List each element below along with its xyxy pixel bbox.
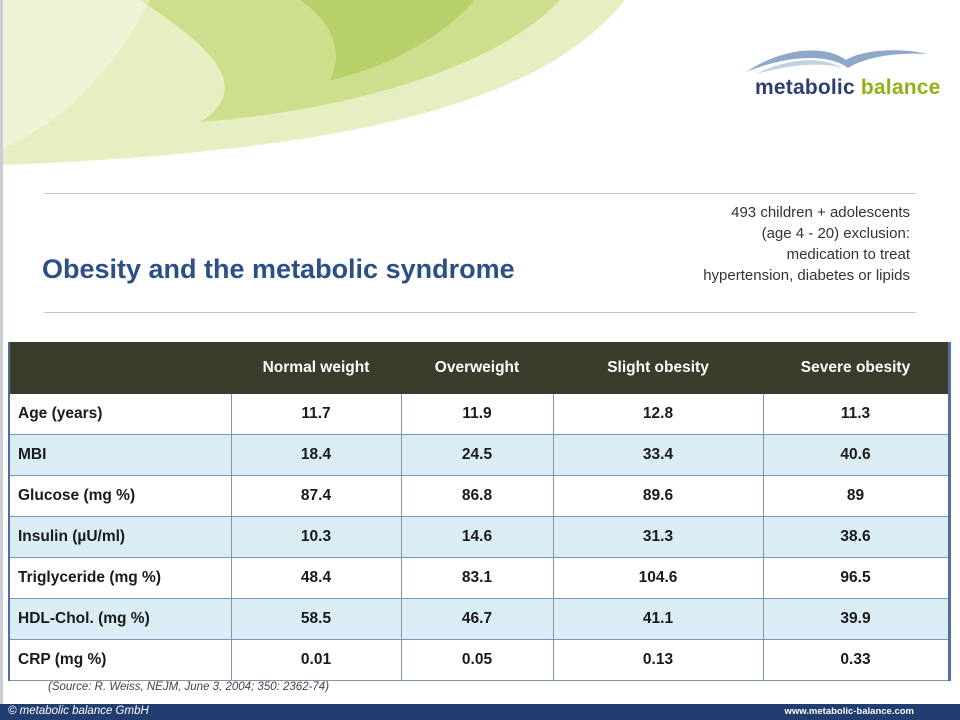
table-cell: 83.1 [400,557,554,599]
table-row: Insulin (µU/ml) 10.3 14.6 31.3 38.6 [8,516,950,558]
row-label: HDL-Chol. (mg %) [8,598,232,640]
copyright-text: © metabolic balance GmbH [8,705,149,717]
header-cell-severe-obesity: Severe obesity [762,342,950,394]
logo-word-balance: balance [860,76,941,99]
table-cell: 0.05 [400,639,554,681]
table-cell: 96.5 [762,557,950,599]
table-row: HDL-Chol. (mg %) 58.5 46.7 41.1 39.9 [8,598,950,640]
study-note: 493 children + adolescents (age 4 - 20) … [590,202,910,286]
table-cell: 12.8 [552,393,764,435]
bottom-divider [44,312,916,313]
row-label: Insulin (µU/ml) [8,516,232,558]
table-cell: 39.9 [762,598,950,640]
table-cell: 11.9 [400,393,554,435]
metabolic-data-table: Normal weight Overweight Slight obesity … [8,342,951,681]
table-cell: 87.4 [230,475,402,517]
table-cell: 89 [762,475,950,517]
brand-logo: metabolic balance [755,76,940,100]
header-cell-slight-obesity: Slight obesity [552,342,764,394]
study-note-line: hypertension, diabetes or lipids [703,267,910,284]
row-label: Triglyceride (mg %) [8,557,232,599]
table-cell: 58.5 [230,598,402,640]
study-note-line: medication to treat [786,246,910,263]
table-cell: 14.6 [400,516,554,558]
website-url: www.metabolic-balance.com [784,706,914,717]
table-cell: 10.3 [230,516,402,558]
table-cell: 46.7 [400,598,554,640]
table-row: CRP (mg %) 0.01 0.05 0.13 0.33 [8,639,950,681]
table-cell: 104.6 [552,557,764,599]
table-cell: 48.4 [230,557,402,599]
table-cell: 24.5 [400,434,554,476]
table-cell: 11.7 [230,393,402,435]
row-label: MBI [8,434,232,476]
table-row: MBI 18.4 24.5 33.4 40.6 [8,434,950,476]
table-cell: 41.1 [552,598,764,640]
table-header-row: Normal weight Overweight Slight obesity … [8,342,950,394]
table-cell: 0.33 [762,639,950,681]
slide-title: Obesity and the metabolic syndrome [42,254,515,284]
logo-bird-icon [746,50,928,74]
table-cell: 89.6 [552,475,764,517]
source-citation: (Source: R. Weiss, NEJM, June 3, 2004; 3… [48,681,330,693]
table-cell: 31.3 [552,516,764,558]
header-cell-overweight: Overweight [400,342,554,394]
table-row: Glucose (mg %) 87.4 86.8 89.6 89 [8,475,950,517]
row-label: Glucose (mg %) [8,475,232,517]
left-edge-rule [0,0,3,705]
table-cell: 18.4 [230,434,402,476]
table-cell: 38.6 [762,516,950,558]
logo-word-metabolic: metabolic [755,76,855,99]
header-cell-normal-weight: Normal weight [230,342,402,394]
row-label: CRP (mg %) [8,639,232,681]
study-note-line: (age 4 - 20) exclusion: [761,225,910,242]
top-divider [44,193,916,194]
study-note-line: 493 children + adolescents [731,204,910,221]
table-cell: 0.01 [230,639,402,681]
table-row: Age (years) 11.7 11.9 12.8 11.3 [8,393,950,435]
header-cell-empty [8,342,232,394]
table-cell: 40.6 [762,434,950,476]
table-cell: 11.3 [762,393,950,435]
footer-bar: © metabolic balance GmbH www.metabolic-b… [0,704,960,720]
table-cell: 0.13 [552,639,764,681]
table-cell: 86.8 [400,475,554,517]
row-label: Age (years) [8,393,232,435]
table-row: Triglyceride (mg %) 48.4 83.1 104.6 96.5 [8,557,950,599]
table-cell: 33.4 [552,434,764,476]
